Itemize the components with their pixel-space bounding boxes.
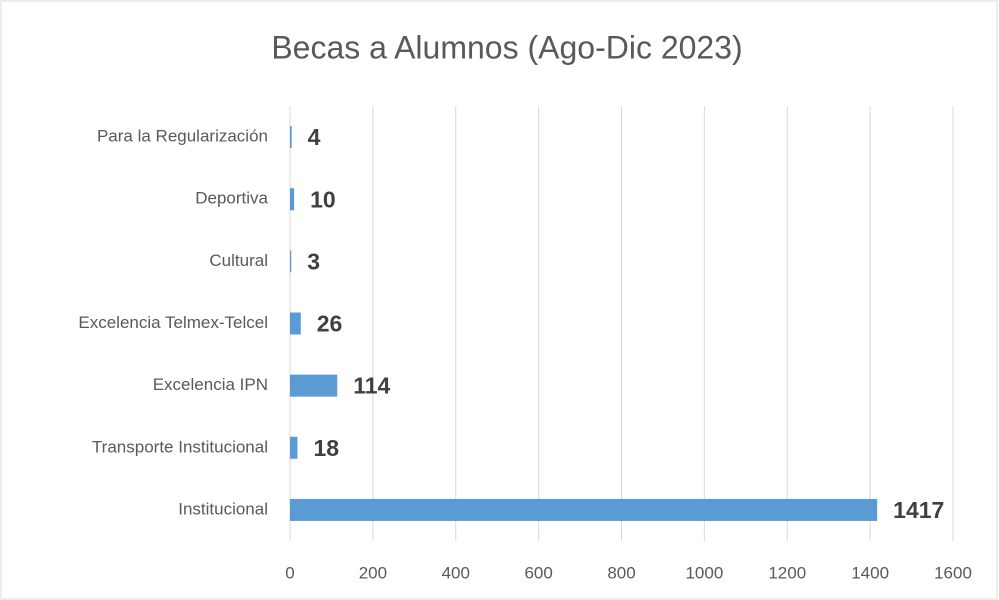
bar — [290, 250, 292, 273]
chart-title: Becas a Alumnos (Ago-Dic 2023) — [271, 29, 742, 65]
data-label: 10 — [310, 186, 336, 212]
y-tick-label: Institucional — [178, 499, 268, 518]
x-tick-label: 800 — [607, 563, 635, 582]
data-label: 4 — [308, 124, 321, 150]
data-label: 26 — [317, 311, 343, 337]
x-tick-label: 600 — [524, 563, 552, 582]
bar — [290, 126, 292, 149]
y-tick-label: Excelencia IPN — [153, 375, 268, 394]
y-tick-label: Transporte Institucional — [92, 437, 268, 456]
bar — [290, 312, 301, 335]
y-tick-label: Deportiva — [195, 189, 268, 208]
y-tick-label: Para la Regularización — [97, 127, 268, 146]
bar — [290, 436, 298, 459]
bar — [290, 374, 338, 397]
y-tick-label: Cultural — [209, 251, 268, 270]
x-tick-label: 1200 — [768, 563, 806, 582]
x-tick-label: 0 — [285, 563, 294, 582]
data-label: 18 — [313, 435, 339, 461]
bar — [290, 188, 295, 211]
bar — [290, 498, 878, 521]
x-tick-label: 1000 — [685, 563, 723, 582]
data-label: 3 — [307, 248, 320, 274]
x-tick-label: 200 — [359, 563, 387, 582]
x-tick-label: 400 — [442, 563, 470, 582]
x-tick-label: 1600 — [934, 563, 972, 582]
y-tick-label: Excelencia Telmex-Telcel — [78, 313, 268, 332]
data-label: 1417 — [893, 497, 944, 523]
data-label: 114 — [353, 373, 390, 399]
x-tick-label: 1400 — [851, 563, 889, 582]
